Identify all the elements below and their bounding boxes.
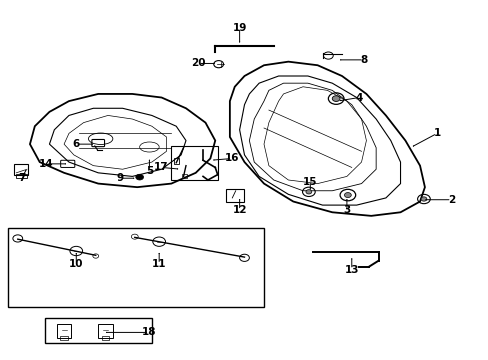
Circle shape xyxy=(136,174,143,180)
Bar xyxy=(225,189,244,202)
Bar xyxy=(14,164,28,175)
Bar xyxy=(8,228,264,307)
Text: 16: 16 xyxy=(224,153,239,163)
Bar xyxy=(16,174,26,178)
Bar xyxy=(60,336,68,339)
Text: 7: 7 xyxy=(18,173,25,183)
Bar xyxy=(57,324,71,338)
Text: 8: 8 xyxy=(360,55,367,65)
Circle shape xyxy=(344,193,350,198)
Text: 10: 10 xyxy=(69,259,83,269)
Bar xyxy=(181,174,187,178)
Text: 11: 11 xyxy=(152,259,166,269)
Text: 14: 14 xyxy=(39,159,53,169)
Text: 19: 19 xyxy=(232,23,246,33)
Text: 9: 9 xyxy=(116,173,123,183)
Bar xyxy=(44,318,152,343)
Text: 5: 5 xyxy=(145,166,153,176)
Text: 12: 12 xyxy=(232,206,246,216)
Circle shape xyxy=(420,197,426,201)
Bar xyxy=(171,146,217,180)
Text: 17: 17 xyxy=(154,162,168,172)
Text: 15: 15 xyxy=(303,177,317,187)
Text: 6: 6 xyxy=(73,139,80,149)
Bar xyxy=(102,336,109,339)
Text: 18: 18 xyxy=(142,327,156,337)
Text: 4: 4 xyxy=(355,93,362,103)
Text: 20: 20 xyxy=(190,58,205,68)
Text: 2: 2 xyxy=(447,195,454,205)
Bar xyxy=(174,158,179,164)
Text: 1: 1 xyxy=(432,129,440,138)
Circle shape xyxy=(305,190,311,194)
Bar xyxy=(98,324,113,338)
Text: 3: 3 xyxy=(343,206,350,216)
Text: 13: 13 xyxy=(344,265,358,275)
Circle shape xyxy=(331,96,339,102)
